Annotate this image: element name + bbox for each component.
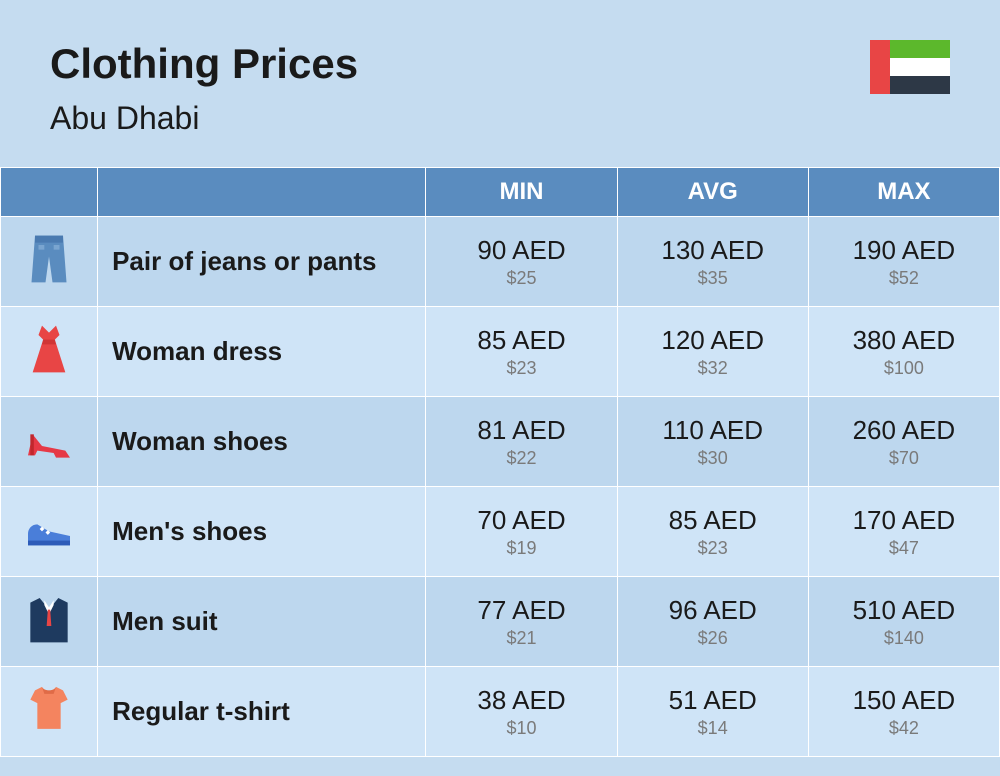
header-text: Clothing Prices Abu Dhabi xyxy=(50,40,358,137)
avg-aed: 96 AED xyxy=(626,595,800,626)
table-row: Regular t-shirt38 AED$1051 AED$14150 AED… xyxy=(1,667,1000,757)
avg-cell: 110 AED$30 xyxy=(617,397,808,487)
page-title: Clothing Prices xyxy=(50,40,358,88)
min-aed: 90 AED xyxy=(434,235,608,266)
heel-icon xyxy=(1,397,98,487)
avg-aed: 51 AED xyxy=(626,685,800,716)
min-cell: 77 AED$21 xyxy=(426,577,617,667)
table-row: Pair of jeans or pants90 AED$25130 AED$3… xyxy=(1,217,1000,307)
min-aed: 70 AED xyxy=(434,505,608,536)
sneaker-icon xyxy=(1,487,98,577)
col-icon xyxy=(1,168,98,217)
avg-usd: $32 xyxy=(626,358,800,379)
avg-aed: 110 AED xyxy=(626,415,800,446)
avg-usd: $14 xyxy=(626,718,800,739)
avg-usd: $35 xyxy=(626,268,800,289)
min-usd: $23 xyxy=(434,358,608,379)
min-usd: $19 xyxy=(434,538,608,559)
max-aed: 150 AED xyxy=(817,685,991,716)
avg-cell: 120 AED$32 xyxy=(617,307,808,397)
avg-usd: $30 xyxy=(626,448,800,469)
max-cell: 190 AED$52 xyxy=(808,217,999,307)
col-label xyxy=(98,168,426,217)
min-cell: 81 AED$22 xyxy=(426,397,617,487)
max-aed: 190 AED xyxy=(817,235,991,266)
min-cell: 38 AED$10 xyxy=(426,667,617,757)
flag-uae-icon xyxy=(870,40,950,94)
avg-cell: 96 AED$26 xyxy=(617,577,808,667)
min-cell: 70 AED$19 xyxy=(426,487,617,577)
min-usd: $22 xyxy=(434,448,608,469)
col-min: MIN xyxy=(426,168,617,217)
max-cell: 150 AED$42 xyxy=(808,667,999,757)
avg-usd: $23 xyxy=(626,538,800,559)
avg-aed: 85 AED xyxy=(626,505,800,536)
item-label: Woman shoes xyxy=(98,397,426,487)
max-usd: $70 xyxy=(817,448,991,469)
avg-aed: 130 AED xyxy=(626,235,800,266)
max-cell: 380 AED$100 xyxy=(808,307,999,397)
min-usd: $10 xyxy=(434,718,608,739)
max-aed: 380 AED xyxy=(817,325,991,356)
avg-cell: 85 AED$23 xyxy=(617,487,808,577)
min-aed: 81 AED xyxy=(434,415,608,446)
table-row: Woman dress85 AED$23120 AED$32380 AED$10… xyxy=(1,307,1000,397)
item-label: Pair of jeans or pants xyxy=(98,217,426,307)
max-aed: 170 AED xyxy=(817,505,991,536)
max-usd: $52 xyxy=(817,268,991,289)
col-max: MAX xyxy=(808,168,999,217)
table-header-row: MIN AVG MAX xyxy=(1,168,1000,217)
max-usd: $100 xyxy=(817,358,991,379)
max-cell: 170 AED$47 xyxy=(808,487,999,577)
item-label: Men suit xyxy=(98,577,426,667)
jeans-icon xyxy=(1,217,98,307)
prices-table: MIN AVG MAX Pair of jeans or pants90 AED… xyxy=(0,167,1000,757)
dress-icon xyxy=(1,307,98,397)
max-aed: 260 AED xyxy=(817,415,991,446)
min-usd: $25 xyxy=(434,268,608,289)
min-cell: 85 AED$23 xyxy=(426,307,617,397)
table-row: Men suit77 AED$2196 AED$26510 AED$140 xyxy=(1,577,1000,667)
min-aed: 85 AED xyxy=(434,325,608,356)
max-cell: 510 AED$140 xyxy=(808,577,999,667)
item-label: Men's shoes xyxy=(98,487,426,577)
page-subtitle: Abu Dhabi xyxy=(50,100,358,137)
tshirt-icon xyxy=(1,667,98,757)
max-aed: 510 AED xyxy=(817,595,991,626)
min-usd: $21 xyxy=(434,628,608,649)
avg-aed: 120 AED xyxy=(626,325,800,356)
header: Clothing Prices Abu Dhabi xyxy=(0,0,1000,167)
table-row: Men's shoes70 AED$1985 AED$23170 AED$47 xyxy=(1,487,1000,577)
max-usd: $140 xyxy=(817,628,991,649)
min-aed: 77 AED xyxy=(434,595,608,626)
min-aed: 38 AED xyxy=(434,685,608,716)
avg-cell: 130 AED$35 xyxy=(617,217,808,307)
max-cell: 260 AED$70 xyxy=(808,397,999,487)
avg-usd: $26 xyxy=(626,628,800,649)
item-label: Woman dress xyxy=(98,307,426,397)
item-label: Regular t-shirt xyxy=(98,667,426,757)
suit-icon xyxy=(1,577,98,667)
avg-cell: 51 AED$14 xyxy=(617,667,808,757)
col-avg: AVG xyxy=(617,168,808,217)
table-row: Woman shoes81 AED$22110 AED$30260 AED$70 xyxy=(1,397,1000,487)
max-usd: $42 xyxy=(817,718,991,739)
max-usd: $47 xyxy=(817,538,991,559)
min-cell: 90 AED$25 xyxy=(426,217,617,307)
